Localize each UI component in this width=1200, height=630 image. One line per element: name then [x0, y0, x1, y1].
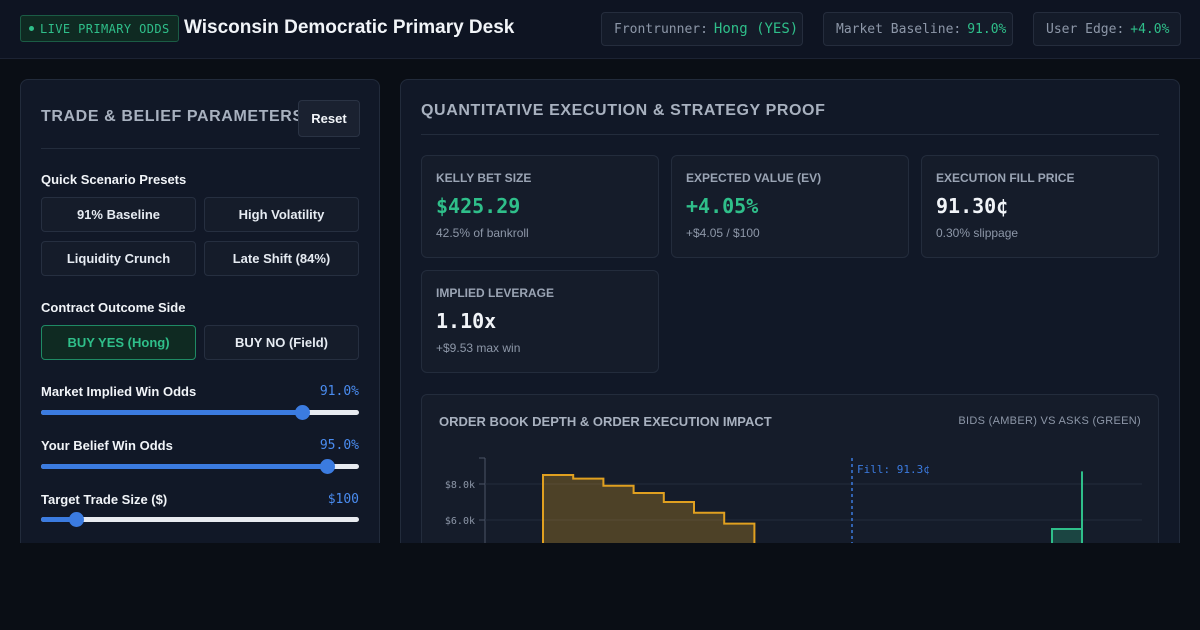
outcome-side-label: Contract Outcome Side [41, 300, 186, 315]
trade-parameters-panel: TRADE & BELIEF PARAMETERS Reset Quick Sc… [20, 79, 380, 559]
market-baseline-label: Market Baseline: [836, 21, 962, 37]
divider [421, 134, 1159, 135]
page-title: Wisconsin Democratic Primary Desk [184, 17, 515, 38]
divider [41, 148, 360, 149]
buy-no-button[interactable]: BUY NO (Field) [204, 325, 359, 360]
panel-title: TRADE & BELIEF PARAMETERS [41, 108, 304, 125]
strategy-proof-panel: QUANTITATIVE EXECUTION & STRATEGY PROOF … [400, 79, 1180, 559]
order-book-chart: $8.0k $6.0k Fill: 91.3¢ [445, 457, 1142, 558]
fill-price-label: Fill: 91.3¢ [857, 463, 930, 476]
kelly-bet-label: KELLY BET SIZE [436, 171, 532, 185]
user-edge-label: User Edge: [1046, 21, 1125, 37]
market-odds-label: Market Implied Win Odds [41, 384, 197, 399]
fill-price-label: EXECUTION FILL PRICE [936, 171, 1075, 185]
order-book-chart-card: ORDER BOOK DEPTH & ORDER EXECUTION IMPAC… [421, 394, 1159, 558]
leverage-label: IMPLIED LEVERAGE [436, 286, 555, 300]
buy-yes-button[interactable]: BUY YES (Hong) [41, 325, 196, 360]
belief-odds-fill [41, 464, 328, 469]
reset-button[interactable]: Reset [298, 100, 360, 137]
leverage-sub: +$9.53 max win [436, 341, 521, 355]
live-dot-icon [29, 26, 34, 31]
expected-value-card: EXPECTED VALUE (EV) +4.05% +$4.05 / $100 [671, 155, 909, 258]
expected-value-sub: +$4.05 / $100 [686, 226, 760, 240]
frontrunner-label: Frontrunner: [614, 21, 708, 37]
expected-value-label: EXPECTED VALUE (EV) [686, 171, 822, 185]
live-badge-label: LIVE PRIMARY ODDS [40, 21, 170, 36]
market-odds-fill [41, 410, 302, 415]
frontrunner-value: Hong (YES) [713, 21, 799, 37]
preset-liquidity-crunch-button[interactable]: Liquidity Crunch [41, 241, 196, 276]
user-edge-pill: User Edge: +4.0% [1033, 12, 1181, 46]
y-tick-label: $6.0k [445, 516, 475, 527]
bids-area [542, 474, 756, 558]
preset-late-shift-button[interactable]: Late Shift (84%) [204, 241, 359, 276]
trade-size-slider[interactable] [41, 512, 359, 527]
fill-price-value: 91.30¢ [936, 194, 1009, 218]
frontrunner-pill: Frontrunner: Hong (YES) [601, 12, 803, 46]
kelly-bet-card: KELLY BET SIZE $425.29 42.5% of bankroll [421, 155, 659, 258]
market-baseline-value: 91.0% [967, 21, 1007, 37]
fill-price-card: EXECUTION FILL PRICE 91.30¢ 0.30% slippa… [921, 155, 1159, 258]
strategy-panel-title: QUANTITATIVE EXECUTION & STRATEGY PROOF [421, 102, 826, 119]
trade-size-value: $100 [327, 492, 359, 507]
chart-legend: BIDS (AMBER) VS ASKS (GREEN) [958, 415, 1141, 427]
belief-odds-thumb[interactable] [320, 459, 336, 474]
trade-size-label: Target Trade Size ($) [41, 492, 168, 507]
leverage-value: 1.10x [436, 309, 497, 333]
live-status-badge: LIVE PRIMARY ODDS [20, 15, 179, 42]
belief-odds-value: 95.0% [319, 438, 359, 453]
expected-value-value: +4.05% [686, 194, 759, 218]
chart-title: ORDER BOOK DEPTH & ORDER EXECUTION IMPAC… [439, 414, 772, 429]
kelly-bet-value: $425.29 [436, 194, 521, 218]
top-bar: LIVE PRIMARY ODDS Wisconsin Democratic P… [0, 0, 1200, 59]
kelly-bet-sub: 42.5% of bankroll [436, 226, 529, 240]
market-baseline-pill: Market Baseline: 91.0% [823, 12, 1013, 46]
preset-baseline-button[interactable]: 91% Baseline [41, 197, 196, 232]
page-background [0, 543, 1200, 630]
market-odds-slider[interactable] [41, 405, 359, 420]
belief-odds-slider[interactable] [41, 459, 359, 474]
trade-size-fill [41, 517, 76, 522]
belief-odds-label: Your Belief Win Odds [41, 438, 173, 453]
fill-price-sub: 0.30% slippage [936, 226, 1019, 240]
user-edge-value: +4.0% [1130, 21, 1170, 37]
leverage-card: IMPLIED LEVERAGE 1.10x +$9.53 max win [421, 270, 659, 373]
market-odds-thumb[interactable] [294, 405, 310, 420]
trade-size-thumb[interactable] [68, 512, 84, 527]
market-odds-value: 91.0% [319, 384, 359, 399]
preset-high-volatility-button[interactable]: High Volatility [204, 197, 359, 232]
presets-label: Quick Scenario Presets [41, 172, 187, 187]
bids-series [542, 474, 756, 558]
y-tick-label: $8.0k [445, 480, 475, 491]
